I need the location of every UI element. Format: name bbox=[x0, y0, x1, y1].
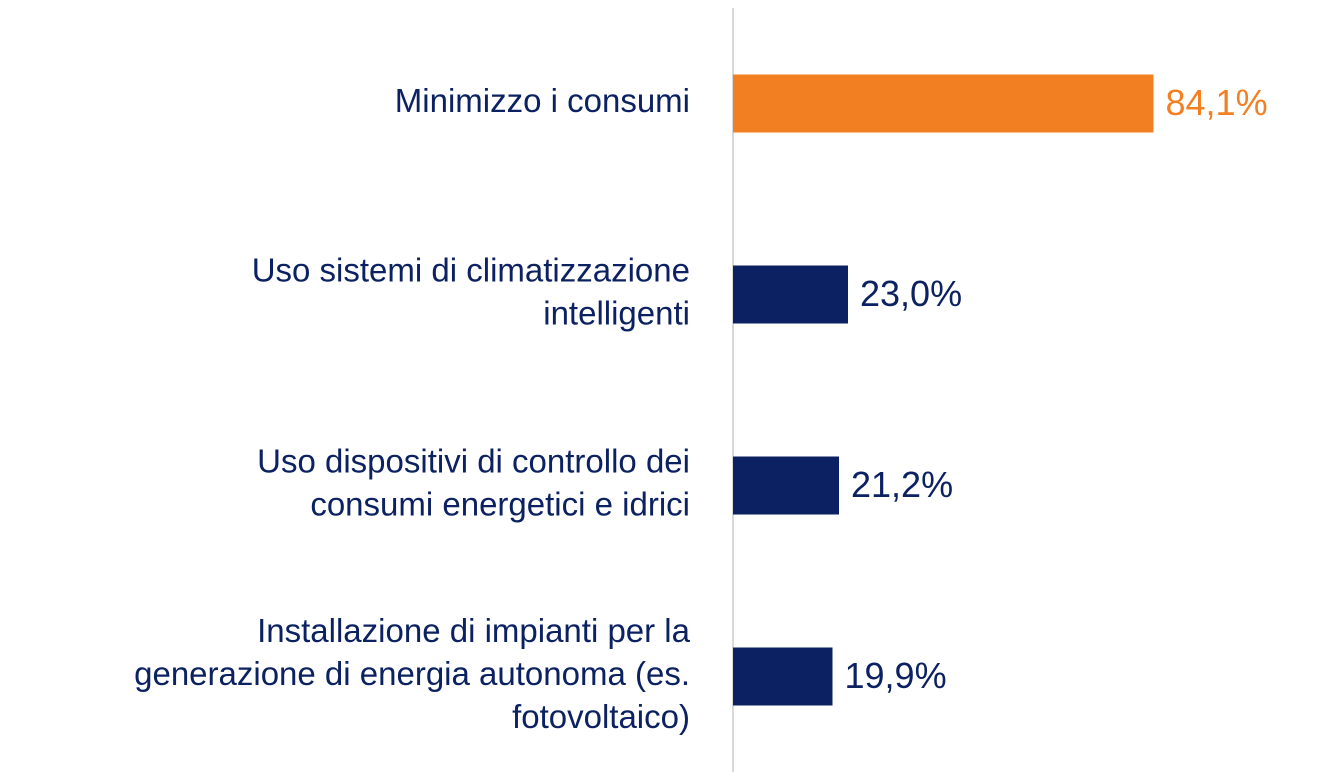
value-label: 19,9% bbox=[845, 655, 947, 696]
bar bbox=[733, 647, 833, 706]
category-label: Uso sistemi di climatizzazione bbox=[252, 252, 690, 289]
category-label: Minimizzo i consumi bbox=[395, 82, 690, 119]
category-label: Uso dispositivi di controllo dei bbox=[257, 443, 690, 480]
category-label: generazione di energia autonoma (es. bbox=[134, 655, 690, 692]
category-label: intelligenti bbox=[543, 295, 690, 332]
category-label: consumi energetici e idrici bbox=[310, 486, 690, 523]
value-label: 23,0% bbox=[860, 273, 962, 314]
bar bbox=[733, 456, 839, 515]
bar bbox=[733, 74, 1154, 133]
value-label: 84,1% bbox=[1166, 82, 1268, 123]
category-label: Installazione di impianti per la bbox=[257, 612, 691, 649]
category-label: fotovoltaico) bbox=[512, 698, 690, 735]
value-label: 21,2% bbox=[851, 464, 953, 505]
bar bbox=[733, 265, 848, 324]
